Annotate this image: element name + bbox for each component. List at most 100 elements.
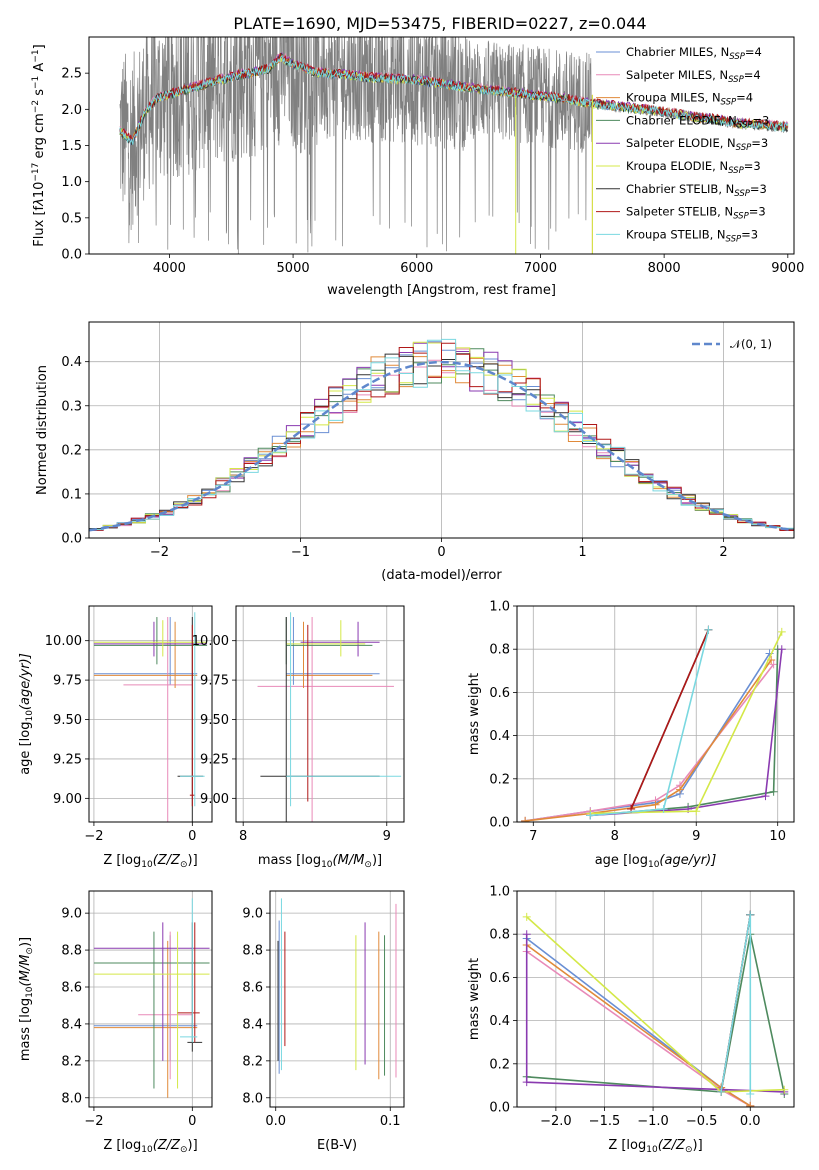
y-axis-label: mass weight <box>467 958 482 1040</box>
y-tick-label: 8.6 <box>242 981 263 996</box>
error-bar-point <box>286 617 380 685</box>
label-part: A <box>32 63 47 76</box>
gridlines <box>517 890 794 1108</box>
x-tick-label: −1.5 <box>589 1114 621 1129</box>
legend-name: Salpeter ELODIE, N <box>626 136 736 150</box>
legend-sub: SSP <box>721 98 737 108</box>
weight-marker <box>780 1085 789 1094</box>
label-part: 10 <box>646 1145 658 1155</box>
weight-marker <box>746 1101 755 1107</box>
plot-area <box>521 625 786 822</box>
label-part: (M/M <box>333 853 365 868</box>
label-part: 10 <box>648 860 660 870</box>
y-tick-label: 1.5 <box>61 139 82 154</box>
error-bar-point <box>177 922 200 1043</box>
x-tick-label: −2 <box>150 545 169 560</box>
label-part: ⊙ <box>364 860 372 870</box>
axes-frame <box>269 890 405 1108</box>
y-tick-label: 8.8 <box>61 944 82 959</box>
weight-series-3 <box>590 649 779 817</box>
weight-series-3 <box>526 934 786 1095</box>
panel-mass-vs-ebv: 0.0 0.1 8.0 8.2 8.4 8.6 8.8 9.0 E(B-V) <box>242 890 405 1153</box>
legend-sub: SSP <box>734 189 750 199</box>
label-part: (age/yr)] <box>18 653 33 710</box>
y-tick-label: 0.8 <box>489 928 510 943</box>
label-part: ⊙ <box>685 1145 693 1155</box>
error-bar-point <box>93 935 198 1061</box>
weight-series-0 <box>524 653 771 822</box>
weight-marker <box>521 816 530 822</box>
axes-frame <box>516 605 795 823</box>
label-part: 10 <box>25 710 35 722</box>
y-tick-label: 1.0 <box>61 175 82 190</box>
y-tick-label: 0.0 <box>61 248 82 263</box>
observed-spectrum <box>119 37 789 254</box>
legend-name: Kroupa ELODIE, N <box>626 159 728 173</box>
legend-tail: =3 <box>750 182 767 196</box>
legend-entry[interactable]: Salpeter MILES, NSSP=4 <box>626 68 761 85</box>
y-tick-label: 0.1 <box>61 487 82 502</box>
error-bar-point <box>180 612 205 807</box>
label-part: age [log <box>18 722 33 775</box>
legend-tail: =3 <box>741 227 758 241</box>
weight-marker <box>522 912 531 921</box>
x-tick-label: −1 <box>291 545 310 560</box>
legend-name: Kroupa STELIB, N <box>626 227 726 241</box>
y-tick-label: 0.4 <box>61 355 82 370</box>
legend-entry[interactable]: Kroupa ELODIE, NSSP=3 <box>626 159 761 176</box>
x-tick-label: −1.0 <box>637 1114 669 1129</box>
weight-marker <box>777 645 786 654</box>
legend-entry[interactable]: Chabrier MILES, NSSP=4 <box>626 45 762 62</box>
error-bar-point <box>180 898 198 1043</box>
legend-name: Salpeter MILES, N <box>626 68 728 82</box>
axes-frame <box>88 890 213 1108</box>
y-axis-label: mass weight <box>467 673 482 755</box>
x-axis-label: Z [log10(Z/Z⊙)] <box>103 1138 197 1155</box>
label-part: )] <box>188 1138 198 1153</box>
x-tick-label: 0.1 <box>380 1114 401 1129</box>
weight-series-1 <box>524 663 775 822</box>
x-axis-label: E(B-V) <box>317 1138 357 1153</box>
legend-entry[interactable]: Chabrier STELIB, NSSP=3 <box>626 182 767 199</box>
legend-entry[interactable]: Kroupa STELIB, NSSP=3 <box>626 227 758 244</box>
legend-entry[interactable]: Chabrier ELODIE, NSSP=3 <box>626 113 769 130</box>
figure-title: PLATE=1690, MJD=53475, FIBERID=0227, z=0… <box>233 14 646 33</box>
plot-area <box>93 898 210 1098</box>
label-part: −17 <box>31 163 41 182</box>
weight-marker <box>746 910 755 919</box>
error-bar-point <box>93 617 198 685</box>
legend-entry[interactable]: Salpeter ELODIE, NSSP=3 <box>626 136 768 153</box>
y-tick-label: 8.4 <box>242 1017 263 1032</box>
error-bar-point <box>189 624 195 807</box>
y-tick-label: 0.2 <box>61 443 82 458</box>
x-tick-label: 9 <box>383 829 391 844</box>
panel-spectrum: 4000 5000 6000 7000 8000 9000 0.0 0.5 1.0 1.5 2.0 2… <box>31 36 804 298</box>
legend-name: Chabrier STELIB, N <box>626 182 734 196</box>
weight-series-4 <box>590 649 783 817</box>
y-tick-label: 0.3 <box>61 399 82 414</box>
label-part: ⊙ <box>25 947 35 955</box>
x-axis-label: mass [log10(M/M⊙)] <box>258 853 382 870</box>
legend-entry[interactable]: Salpeter STELIB, NSSP=3 <box>626 205 766 222</box>
y-axis-label: Flux [fλ10−17 erg cm−2 s−1 A−1] <box>31 44 47 246</box>
label-part: −2 <box>31 100 41 113</box>
error-bar-point <box>123 617 193 822</box>
error-bar-point <box>93 617 208 665</box>
label-part: )] <box>372 853 382 868</box>
plot-area <box>522 910 789 1107</box>
y-tick-label: 9.50 <box>200 713 229 728</box>
error-bar-point <box>93 922 210 1061</box>
x-tick-label: 0 <box>437 545 445 560</box>
y-tick-label: 8.0 <box>61 1091 82 1106</box>
panel-weight-vs-z: −2.0 −1.5 −1.0 −0.5 0.0 0.0 0.2 0.4 0.6 0.8 1.0 Z [… <box>467 885 795 1155</box>
weight-marker <box>651 800 660 809</box>
legend-sub: SSP <box>728 75 744 85</box>
weight-marker <box>746 1090 755 1099</box>
legend-tail: =3 <box>752 113 769 127</box>
weight-series-8 <box>720 914 752 1094</box>
legend-entry[interactable]: Kroupa MILES, NSSP=4 <box>626 91 753 108</box>
y-tick-label: 9.75 <box>200 674 229 689</box>
plot-area <box>93 612 208 822</box>
